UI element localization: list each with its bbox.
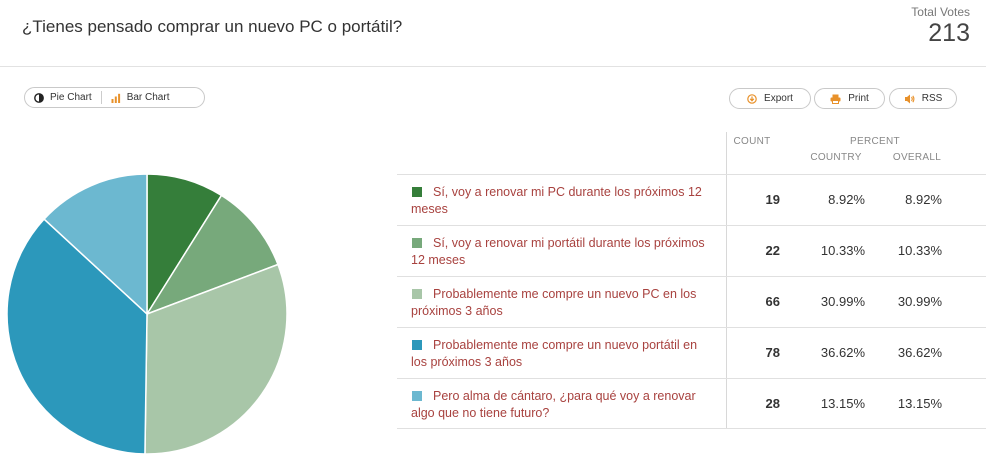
answer-link[interactable]: Pero alma de cántaro, ¿para qué voy a re… — [411, 389, 696, 420]
pie-chart-tab[interactable]: Pie Chart — [25, 88, 101, 107]
print-button[interactable]: Print — [814, 88, 885, 109]
color-swatch — [412, 340, 422, 350]
total-votes-label: Total Votes — [911, 5, 970, 19]
answer-link[interactable]: Sí, voy a renovar mi PC durante los próx… — [411, 185, 702, 216]
toggle-divider — [100, 91, 102, 104]
overall-percent: 8.92% — [905, 192, 942, 207]
bar-chart-icon — [111, 93, 121, 103]
country-percent: 10.33% — [820, 243, 865, 258]
table-row: Probablemente me compre un nuevo PC en l… — [397, 276, 986, 327]
bar-chart-tab[interactable]: Bar Chart — [102, 88, 179, 107]
pie-chart-icon — [34, 92, 44, 103]
percent-header: PERCENT — [850, 136, 900, 147]
color-swatch — [412, 391, 422, 401]
table-row: Sí, voy a renovar mi PC durante los próx… — [397, 174, 986, 225]
answer-link[interactable]: Sí, voy a renovar mi portátil durante lo… — [411, 236, 705, 267]
answer-link[interactable]: Probablemente me compre un nuevo PC en l… — [411, 287, 697, 318]
country-percent: 36.62% — [820, 345, 865, 360]
country-percent: 30.99% — [820, 294, 865, 309]
vote-count: 22 — [765, 243, 780, 258]
bar-chart-label: Bar Chart — [126, 92, 170, 103]
rss-label: RSS — [921, 93, 943, 104]
vote-count: 78 — [765, 345, 780, 360]
overall-header: OVERALL — [892, 152, 942, 163]
export-label: Export — [764, 93, 793, 104]
pie-slice[interactable] — [43, 173, 148, 316]
chart-view-toggle: Pie Chart Bar Chart — [24, 87, 205, 108]
color-swatch — [412, 289, 422, 299]
table-row: Probablemente me compre un nuevo portáti… — [397, 327, 986, 378]
rss-button[interactable]: RSS — [889, 88, 957, 109]
rss-icon — [904, 94, 915, 104]
country-header: COUNTRY — [810, 152, 862, 163]
pie-slice[interactable] — [144, 263, 288, 455]
vote-count: 28 — [765, 396, 780, 411]
vote-count: 66 — [765, 294, 780, 309]
pie-chart — [6, 173, 288, 455]
overall-percent: 30.99% — [897, 294, 942, 309]
count-header: COUNT — [733, 136, 771, 147]
pie-chart-label: Pie Chart — [50, 92, 92, 103]
table-row: Sí, voy a renovar mi portátil durante lo… — [397, 225, 986, 276]
pie-slice[interactable] — [6, 218, 148, 455]
overall-percent: 36.62% — [897, 345, 942, 360]
export-button[interactable]: Export — [729, 88, 811, 109]
pie-slice[interactable] — [145, 194, 279, 316]
color-swatch — [412, 187, 422, 197]
overall-percent: 13.15% — [897, 396, 942, 411]
poll-title: ¿Tienes pensado comprar un nuevo PC o po… — [22, 17, 403, 36]
answer-link[interactable]: Probablemente me compre un nuevo portáti… — [411, 338, 698, 369]
table-row: Pero alma de cántaro, ¿para qué voy a re… — [397, 378, 986, 429]
results-rows: Sí, voy a renovar mi PC durante los próx… — [397, 174, 986, 429]
overall-percent: 10.33% — [897, 243, 942, 258]
color-swatch — [412, 238, 422, 248]
total-votes-count: 213 — [928, 19, 970, 47]
print-label: Print — [848, 93, 869, 104]
vote-count: 19 — [765, 192, 780, 207]
country-percent: 8.92% — [828, 192, 865, 207]
poll-header: ¿Tienes pensado comprar un nuevo PC o po… — [0, 0, 986, 67]
export-icon — [747, 93, 757, 104]
printer-icon — [830, 94, 841, 104]
country-percent: 13.15% — [820, 396, 865, 411]
column-divider — [726, 132, 727, 429]
